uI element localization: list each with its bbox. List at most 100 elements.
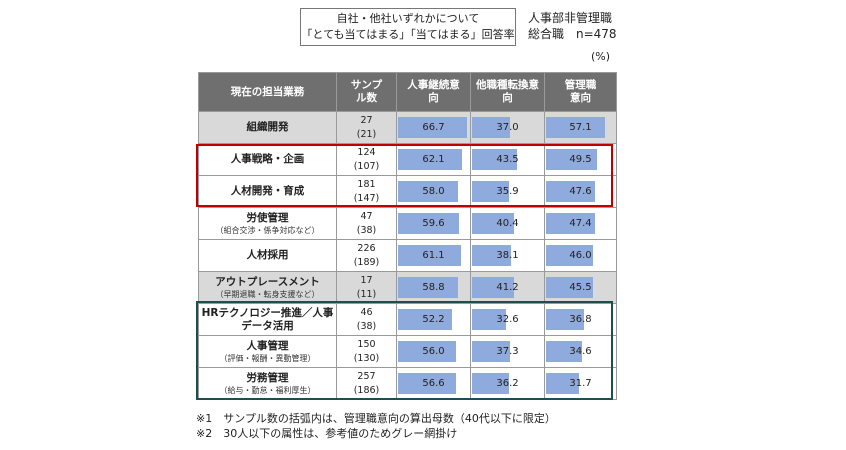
sample-cell: 47 (38) — [336, 207, 397, 240]
sample-count: 181 — [357, 178, 376, 190]
bar-hr-continue — [398, 245, 461, 266]
sample-cell: 124 (107) — [336, 143, 397, 176]
bar-job-change — [472, 213, 514, 234]
data-label-job-change: 36.2 — [496, 378, 519, 389]
table-row: 組織開発 27 (21) 66.7 37.0 57.1 — [198, 111, 617, 144]
sample-cell: 257 (186) — [336, 367, 397, 400]
bar-management — [546, 277, 593, 298]
value-cell-hr-continue: 58.8 — [396, 271, 471, 304]
value-cell-management: 34.6 — [544, 335, 617, 368]
data-label-management: 47.6 — [569, 186, 592, 197]
data-label-hr-continue: 59.6 — [422, 218, 445, 229]
category-label: 労務管理 — [246, 371, 289, 384]
respondent-line-1: 人事部非管理職 — [528, 11, 613, 25]
header-category: 現在の担当業務 — [198, 72, 337, 112]
category-label: HRテクノロジー推進／人事データ活用 — [201, 306, 334, 332]
category-label: 人材採用 — [246, 249, 289, 261]
sample-count: 257 — [357, 370, 376, 382]
category-cell: 組織開発 — [198, 111, 337, 144]
value-cell-hr-continue: 56.6 — [396, 367, 471, 400]
value-cell-job-change: 41.2 — [470, 271, 545, 304]
value-cell-hr-continue: 58.0 — [396, 175, 471, 208]
sample-count: 124 — [357, 146, 376, 158]
table-body: 組織開発 27 (21) 66.7 37.0 57.1 人事戦略・企画 124 (107) 62.… — [198, 111, 617, 400]
table-row: 労使管理 （組合交渉・係争対応など） 47 (38) 59.6 40.4 47.4 — [198, 207, 617, 240]
value-cell-hr-continue: 66.7 — [396, 111, 471, 144]
sample-count-management: (130) — [353, 352, 380, 364]
header-hr-continue: 人事継続意向 — [396, 72, 471, 112]
legend-line-1: 自社・他社いずれかについて — [336, 12, 480, 25]
bar-hr-continue — [398, 213, 459, 234]
data-label-job-change: 41.2 — [496, 282, 519, 293]
data-label-hr-continue: 56.0 — [422, 346, 445, 357]
sample-count-management: (38) — [356, 320, 377, 332]
value-cell-management: 36.8 — [544, 303, 617, 336]
sample-cell: 46 (38) — [336, 303, 397, 336]
category-label: アウトプレースメント — [215, 275, 320, 288]
bar-job-change — [472, 181, 509, 202]
sample-count-management: (147) — [353, 192, 380, 204]
category-sub-label: （給与・勤怠・福利厚生） — [219, 385, 316, 395]
category-label: 労使管理 — [246, 211, 289, 224]
category-sub-label: （早期退職・転身支援など） — [215, 289, 320, 299]
value-cell-hr-continue: 56.0 — [396, 335, 471, 368]
bar-hr-continue — [398, 341, 456, 362]
value-cell-job-change: 43.5 — [470, 143, 545, 176]
value-cell-management: 31.7 — [544, 367, 617, 400]
table-row: 労務管理 （給与・勤怠・福利厚生） 257 (186) 56.6 36.2 31.7 — [198, 367, 617, 400]
header-management: 管理職意向 — [544, 72, 617, 112]
sample-cell: 150 (130) — [336, 335, 397, 368]
bar-management — [546, 117, 605, 138]
bar-management — [546, 373, 579, 394]
header-row: 現在の担当業務 サンプル数 人事継続意向 他職種転換意向 管理職意向 — [198, 72, 617, 112]
sample-count: 226 — [357, 242, 376, 254]
header-job-change: 他職種転換意向 — [470, 72, 545, 112]
data-label-management: 57.1 — [569, 122, 592, 133]
value-cell-job-change: 36.2 — [470, 367, 545, 400]
value-cell-hr-continue: 62.1 — [396, 143, 471, 176]
bar-management — [546, 213, 595, 234]
data-label-hr-continue: 52.2 — [422, 314, 445, 325]
bar-management — [546, 341, 582, 362]
header-job-change-text: 他職種転換意向 — [476, 79, 539, 104]
data-label-hr-continue: 62.1 — [422, 154, 445, 165]
unit-label: (%) — [591, 50, 611, 63]
header-management-text: 管理職意向 — [564, 79, 597, 104]
bar-job-change — [472, 309, 506, 330]
data-label-hr-continue: 58.0 — [422, 186, 445, 197]
highlight-box-teal — [196, 301, 613, 400]
respondent-line-2: 総合職 n=478 — [528, 27, 617, 41]
footnotes: ※1 サンプル数の括弧内は、管理職意向の算出母数（40代以下に限定） ※2 30… — [196, 411, 556, 441]
sample-count: 46 — [360, 306, 373, 318]
value-cell-job-change: 38.1 — [470, 239, 545, 272]
value-cell-hr-continue: 59.6 — [396, 207, 471, 240]
category-sub-label: （評価・報酬・異動管理） — [219, 353, 316, 363]
legend-box: 自社・他社いずれかについて 「とても当てはまる」「当てはまる」回答率 — [300, 8, 516, 46]
bar-hr-continue — [398, 277, 458, 298]
value-cell-management: 49.5 — [544, 143, 617, 176]
category-label: 人材開発・育成 — [230, 185, 305, 197]
data-label-management: 49.5 — [569, 154, 592, 165]
category-cell: 人材採用 — [198, 239, 337, 272]
value-cell-management: 45.5 — [544, 271, 617, 304]
data-label-management: 34.6 — [569, 346, 592, 357]
legend-line-2: 「とても当てはまる」「当てはまる」回答率 — [301, 28, 515, 41]
value-cell-job-change: 40.4 — [470, 207, 545, 240]
data-label-job-change: 37.0 — [496, 122, 519, 133]
sample-count-management: (11) — [356, 288, 377, 300]
header-hr-continue-text: 人事継続意向 — [407, 79, 460, 104]
data-label-management: 47.4 — [569, 218, 592, 229]
data-table: 現在の担当業務 サンプル数 人事継続意向 他職種転換意向 管理職意向 組織開発 2… — [198, 72, 617, 400]
bar-job-change — [472, 277, 514, 298]
data-label-management: 45.5 — [569, 282, 592, 293]
sample-count: 17 — [360, 274, 373, 286]
sample-cell: 226 (189) — [336, 239, 397, 272]
data-label-job-change: 35.9 — [496, 186, 519, 197]
bar-hr-continue — [398, 309, 452, 330]
footnote-1: ※1 サンプル数の括弧内は、管理職意向の算出母数（40代以下に限定） — [196, 412, 556, 425]
sample-count-management: (186) — [353, 384, 380, 396]
header-sample-text: サンプル数 — [350, 79, 383, 104]
bar-job-change — [472, 245, 511, 266]
bar-management — [546, 149, 597, 170]
sample-count-management: (107) — [353, 160, 380, 172]
